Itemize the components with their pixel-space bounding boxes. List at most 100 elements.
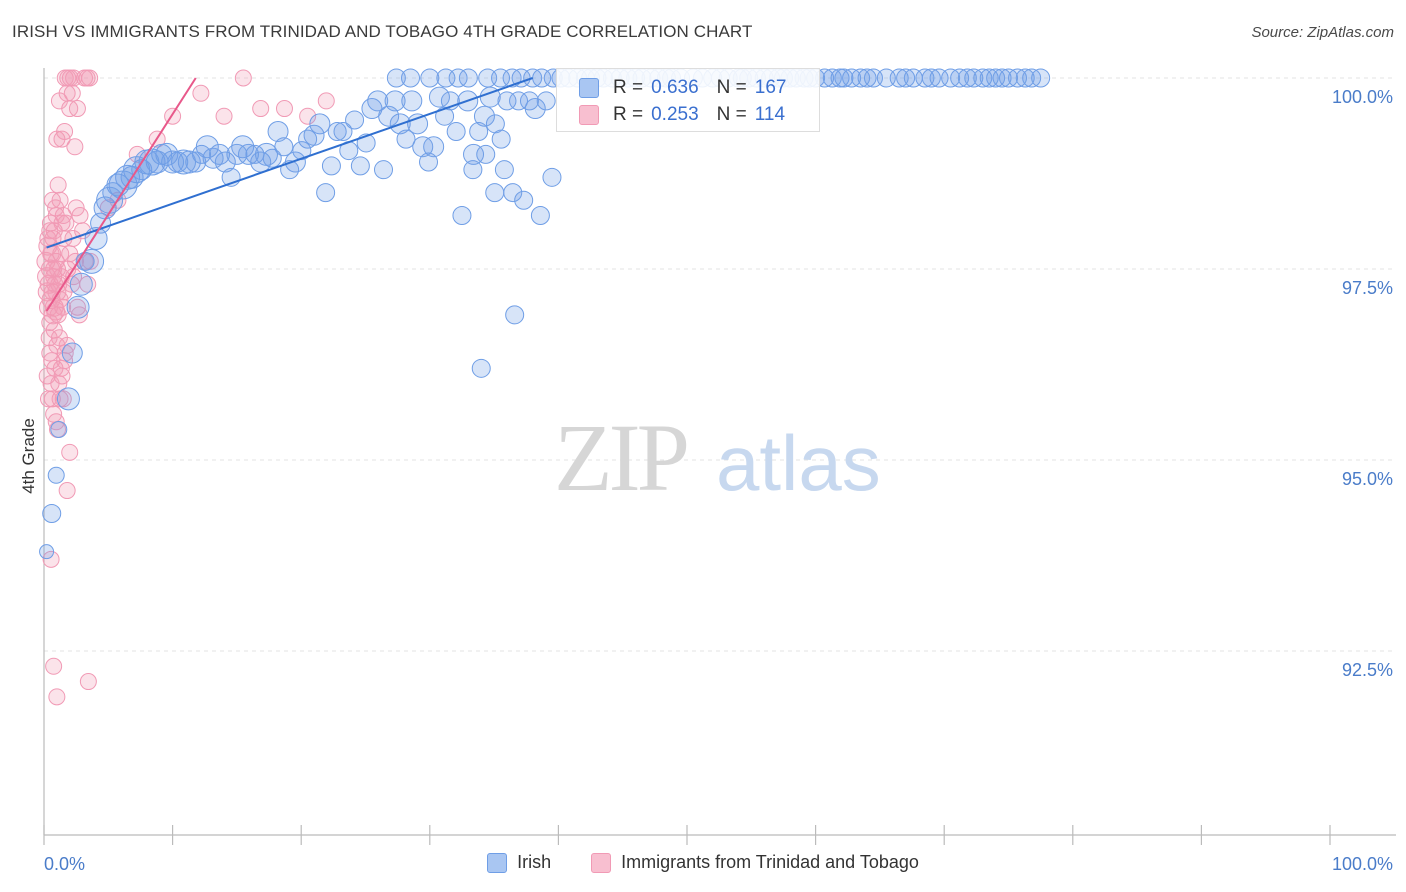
trinidad-point [61,443,79,461]
irish-point [309,113,331,135]
trinidad-swatch [579,105,599,125]
trinidad-point [58,482,76,500]
irish-point [921,68,941,88]
irish-point [896,68,916,88]
irish-point [494,160,514,180]
irish-point [214,151,236,173]
irish-point [47,466,65,484]
irish-point [42,503,62,523]
trinidad-point [67,252,85,270]
irish-point [536,91,556,111]
irish-point [463,160,483,180]
irish-point [446,121,466,141]
trinidad-point [70,306,88,324]
irish-point [889,68,909,88]
irish-point [524,98,546,120]
legend-item-irish[interactable]: Irish [487,852,551,873]
trend-lines [45,77,534,312]
y-tick-label: 97.5% [1342,278,1393,298]
irish-point [401,90,423,112]
irish-point [333,121,353,141]
trinidad-point [43,352,61,370]
irish-point [448,68,468,88]
irish-point [469,121,489,141]
stats-row-irish: R = 0.636 N = 167 [579,77,786,99]
irish-point [407,113,429,135]
bottom-legend: Irish Immigrants from Trinidad and Tobag… [0,852,1406,873]
y-tick-label: 92.5% [1342,660,1393,680]
irish-point [419,152,439,172]
irish-point [473,105,495,127]
stats-legend: R = 0.636 N = 167 R = 0.253 N = 114 [556,68,820,132]
trinidad-point [45,657,63,675]
irish-point [957,68,977,88]
irish-point [284,151,306,173]
trinidad-point [48,688,66,706]
trinidad-points [36,69,335,706]
irish-point [386,68,406,88]
irish-point [115,164,141,190]
irish-point [497,91,517,111]
irish-point [505,305,525,325]
trinidad-point [68,100,86,118]
x-tick-label-max: 100.0% [1332,854,1393,874]
trinidad-point [66,138,84,156]
trinidad-point [42,550,60,568]
irish-point [367,90,389,112]
trinidad-point [215,107,233,125]
irish-point [321,156,341,176]
irish-point [514,190,534,210]
irish-point [950,68,970,88]
irish-r-value: 0.636 [651,77,699,98]
trinidad-point [56,122,74,140]
trinidad-trend-line [45,77,197,312]
trinidad-n-value: 114 [754,104,786,125]
trinidad-point [81,252,99,270]
trinidad-point [54,298,72,316]
trinidad-point [317,92,335,110]
trinidad-point [81,69,99,87]
irish-point [327,121,347,141]
irish-point [66,295,90,319]
irish-n-value: 167 [754,77,787,98]
irish-point [274,137,294,157]
irish-point [532,68,552,88]
irish-point [384,90,406,112]
irish-point [542,167,562,187]
irish-point [298,129,318,149]
legend-item-trinidad[interactable]: Immigrants from Trinidad and Tobago [591,852,919,873]
trinidad-point [299,107,317,125]
irish-point [50,420,68,438]
trinidad-point [63,84,81,102]
irish-point [316,183,336,203]
irish-point [267,120,289,142]
irish-point [195,135,219,159]
trinidad-point [67,199,85,217]
irish-point [401,68,421,88]
irish-point [39,544,55,560]
axis-layer [43,68,1396,845]
trinidad-point [252,100,270,118]
irish-point [374,160,394,180]
legend-irish-swatch [487,852,508,873]
irish-point [56,387,80,411]
irish-point [262,148,282,168]
irish-point [915,68,935,88]
trinidad-n-label: N = [716,104,747,125]
legend-trinidad-swatch [591,852,612,873]
trinidad-point [42,245,60,263]
trinidad-point [52,245,70,263]
irish-point [992,68,1012,88]
irish-point [61,342,83,364]
legend-irish-label: Irish [517,852,552,872]
irish-point [471,358,491,378]
trinidad-point [54,390,72,408]
irish-point [237,143,259,165]
watermark-zip: ZIP [554,404,687,511]
tick-labels: 92.5% 95.0% 97.5% 100.0% 0.0% 100.0% [44,87,1393,874]
watermark: ZIP atlas [554,404,881,511]
irish-point [491,68,511,88]
irish-point [929,68,949,88]
irish-point [485,183,505,203]
irish-point [428,86,450,108]
